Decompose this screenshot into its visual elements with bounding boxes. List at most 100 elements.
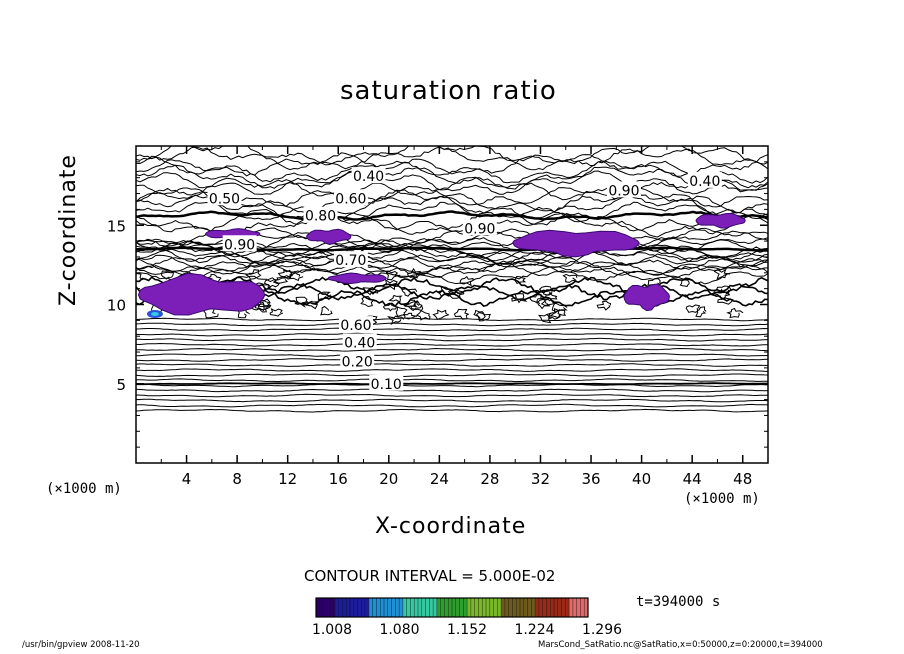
colorbar-cell: [557, 598, 562, 617]
contour-label: 0.40: [344, 336, 375, 352]
x-tick-label: 20: [379, 470, 398, 488]
colorbar-tick-label: 1.224: [514, 622, 554, 638]
contour-eddy: [562, 273, 578, 283]
contour-line: [136, 337, 768, 342]
contour-eddy: [459, 275, 474, 287]
y-axis: 5 10 15: [107, 161, 768, 448]
y-tick-label: 10: [107, 297, 126, 315]
colorbar-cell: [395, 598, 400, 617]
supersaturated-region: [512, 229, 640, 258]
x-tick-label: 48: [733, 470, 752, 488]
contour-line: [136, 322, 768, 327]
contour-label: 0.10: [371, 377, 402, 393]
footer-left: /usr/bin/gpview 2008-11-20: [22, 640, 140, 650]
x-tick-label: 16: [329, 470, 348, 488]
colorbar-cell: [493, 598, 498, 617]
contour-label: 0.90: [224, 237, 255, 253]
colorbar-cell: [350, 598, 354, 617]
x-tick-label: 36: [581, 470, 600, 488]
contour-line: [136, 327, 768, 332]
contour-eddy: [320, 305, 333, 316]
colorbar-cell: [478, 598, 483, 617]
x-axis: 4 8 12 16 20 24 28 32 36 40 44 48: [160, 146, 752, 488]
x-tick-label: 32: [531, 470, 550, 488]
colorbar-cell: [357, 598, 362, 617]
colorbar-cell: [504, 598, 509, 617]
colorbar-cell: [463, 598, 468, 617]
contour-line: [136, 250, 768, 270]
colorbar-cell: [459, 598, 464, 617]
colorbar-cell: [523, 598, 528, 617]
colorbar-cell: [414, 598, 418, 617]
contour-line: [136, 194, 768, 219]
contour-line: [136, 342, 768, 347]
contour-eddy: [382, 302, 399, 312]
contour-line: [136, 206, 768, 232]
colorbar-cell: [402, 598, 407, 617]
colorbar-cell: [497, 598, 502, 617]
contour-line: [136, 358, 768, 362]
contour-eddy: [395, 306, 408, 317]
contour-eddy: [272, 276, 289, 285]
colorbar: 1.008 1.080 1.152 1.224 1.296: [312, 597, 622, 638]
colorbar-cell: [421, 598, 426, 617]
contour-label-bg: [222, 235, 257, 252]
colorbar-cell: [353, 598, 358, 617]
contour-eddy: [511, 293, 528, 304]
contour-line: [136, 176, 768, 203]
colorbar-cell: [365, 598, 369, 617]
supersaturated-region: [306, 228, 352, 245]
colorbar-cell: [399, 598, 403, 617]
contour-eddy: [402, 312, 418, 320]
colorbar-cell: [440, 598, 445, 617]
max-saturation-core: [150, 312, 159, 317]
contour-label-bg: [333, 189, 368, 206]
colorbar-cell: [561, 598, 566, 617]
contour-label-bg: [351, 167, 386, 184]
contour-line: [136, 388, 768, 393]
contour-eddy: [406, 267, 421, 279]
contour-label-bg: [462, 219, 497, 236]
colorbar-cell: [361, 598, 366, 617]
colorbar-cell: [501, 598, 505, 617]
contour-line: [136, 201, 768, 226]
contour-label-bg: [606, 181, 641, 198]
contour-eddy: [717, 297, 734, 305]
colorbar-cell: [520, 598, 524, 617]
colorbar-cell: [425, 598, 430, 617]
contour-label-bg: [338, 316, 373, 333]
colorbar-cell: [489, 598, 494, 617]
contour-label-bg: [342, 333, 377, 350]
contour-eddy: [536, 298, 551, 310]
x-axis-label: X-coordinate: [375, 514, 527, 539]
contour-label-bg: [333, 251, 368, 268]
x-tick-label: 44: [683, 470, 702, 488]
colorbar-cell: [531, 598, 536, 617]
contour-line: [136, 152, 768, 177]
supersaturated-region: [695, 212, 746, 229]
supersaturated-region: [137, 272, 266, 316]
contour-eddy: [473, 309, 486, 321]
colorbar-cell: [455, 598, 460, 617]
colorbar-tick-label: 1.080: [379, 622, 419, 638]
contour-line: [136, 276, 768, 295]
colorbar-tick-label: 1.152: [447, 622, 487, 638]
colorbar-cell: [448, 598, 452, 617]
x-tick-label: 24: [430, 470, 449, 488]
contour-line: [136, 164, 768, 190]
contour-label: 0.70: [335, 253, 366, 269]
colorbar-cell: [433, 598, 437, 617]
contour-label-bg: [340, 352, 375, 369]
colorbar-cell: [535, 598, 539, 617]
x-tick-label: 8: [232, 470, 242, 488]
colorbar-cell: [429, 598, 434, 617]
colorbar-cell: [391, 598, 396, 617]
contour-label: 0.60: [335, 191, 366, 207]
colorbar-frame: [315, 597, 589, 618]
contour-eddy: [415, 310, 431, 321]
contour-eddy: [385, 270, 401, 281]
colorbar-cell: [580, 598, 585, 617]
contour-eddy: [387, 315, 405, 326]
colorbar-cell: [569, 598, 573, 617]
